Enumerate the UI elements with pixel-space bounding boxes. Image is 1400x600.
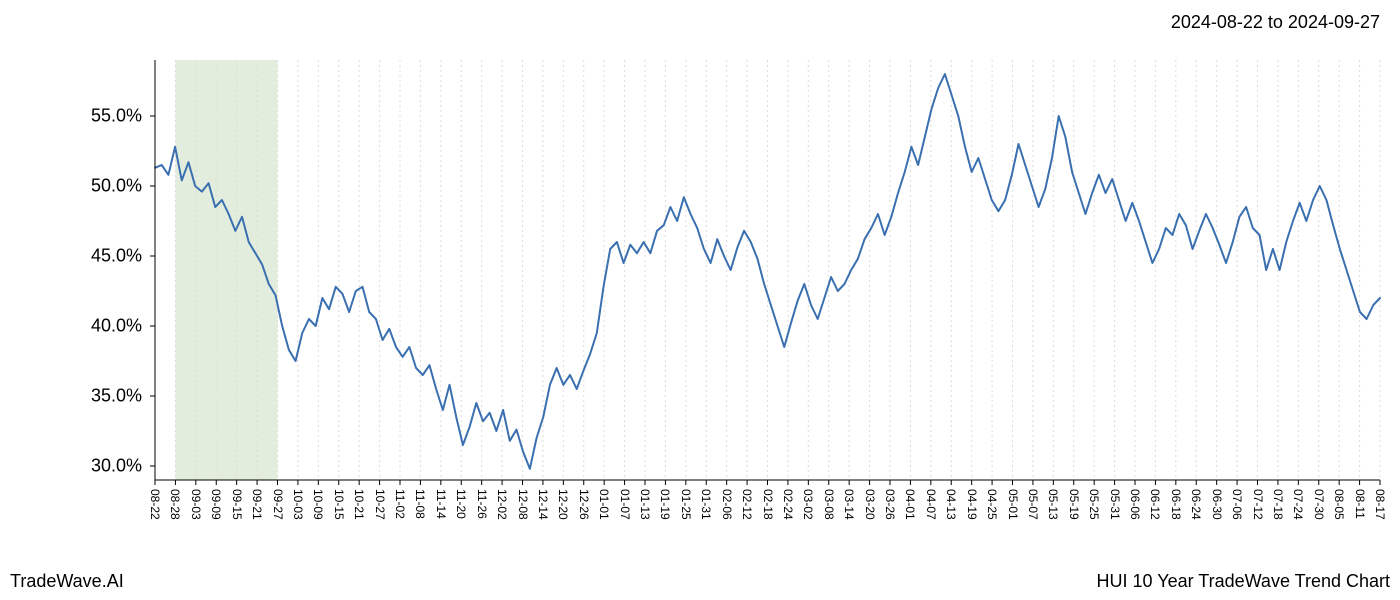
x-tick-label: 04-01: [903, 489, 917, 520]
x-tick-label: 12-08: [516, 489, 530, 520]
x-tick-label: 04-13: [944, 489, 958, 520]
x-tick-label: 12-20: [556, 489, 570, 520]
x-tick-label: 08-17: [1373, 489, 1387, 520]
x-tick-label: 01-13: [638, 489, 652, 520]
date-range-label: 2024-08-22 to 2024-09-27: [1171, 12, 1380, 33]
x-tick-label: 12-26: [577, 489, 591, 520]
x-tick-label: 08-22: [148, 489, 162, 520]
x-tick-label: 06-24: [1189, 489, 1203, 520]
x-tick-label: 10-21: [352, 489, 366, 520]
x-tick-label: 08-28: [168, 489, 182, 520]
x-tick-label: 08-05: [1332, 489, 1346, 520]
x-tick-label: 07-12: [1251, 489, 1265, 520]
x-tick-label: 12-14: [536, 489, 550, 520]
y-tick-label: 45.0%: [91, 246, 142, 267]
x-tick-label: 10-15: [332, 489, 346, 520]
x-tick-label: 10-03: [291, 489, 305, 520]
y-tick-label: 40.0%: [91, 316, 142, 337]
y-axis: 30.0% 35.0% 40.0% 45.0% 50.0% 55.0%: [60, 60, 150, 480]
x-tick-label: 07-30: [1312, 489, 1326, 520]
line-chart-svg: [155, 60, 1380, 480]
x-tick-label: 03-26: [883, 489, 897, 520]
x-tick-label: 02-12: [740, 489, 754, 520]
x-tick-label: 05-19: [1067, 489, 1081, 520]
x-tick-label: 05-07: [1026, 489, 1040, 520]
x-tick-label: 03-14: [842, 489, 856, 520]
x-tick-label: 07-18: [1271, 489, 1285, 520]
x-tick-label: 03-02: [801, 489, 815, 520]
x-tick-label: 08-11: [1353, 489, 1367, 519]
x-tick-label: 04-25: [985, 489, 999, 520]
x-tick-label: 05-25: [1087, 489, 1101, 520]
x-tick-label: 01-07: [618, 489, 632, 520]
x-tick-label: 11-02: [393, 489, 407, 519]
x-tick-label: 02-06: [720, 489, 734, 520]
x-tick-label: 03-20: [863, 489, 877, 520]
x-tick-label: 06-06: [1128, 489, 1142, 520]
y-tick-label: 35.0%: [91, 386, 142, 407]
x-tick-label: 09-15: [230, 489, 244, 520]
x-tick-label: 12-02: [495, 489, 509, 520]
x-axis: 08-2208-2809-0309-0909-1509-2109-2710-03…: [155, 485, 1380, 565]
x-tick-label: 04-19: [965, 489, 979, 520]
x-tick-label: 04-07: [924, 489, 938, 520]
x-tick-label: 05-13: [1046, 489, 1060, 520]
x-tick-label: 01-19: [658, 489, 672, 520]
x-tick-label: 09-03: [189, 489, 203, 520]
x-tick-label: 02-24: [781, 489, 795, 520]
y-tick-label: 30.0%: [91, 456, 142, 477]
x-tick-label: 11-20: [454, 489, 468, 519]
chart-plot-area: [155, 60, 1380, 480]
x-tick-label: 09-21: [250, 489, 264, 520]
x-tick-label: 09-09: [209, 489, 223, 520]
x-tick-label: 10-27: [373, 489, 387, 520]
x-tick-label: 02-18: [761, 489, 775, 520]
x-tick-label: 07-24: [1291, 489, 1305, 520]
footer-chart-title: HUI 10 Year TradeWave Trend Chart: [1097, 571, 1390, 592]
x-tick-label: 01-25: [679, 489, 693, 520]
x-tick-label: 09-27: [271, 489, 285, 520]
x-tick-label: 06-30: [1210, 489, 1224, 520]
y-tick-label: 55.0%: [91, 106, 142, 127]
x-tick-label: 01-01: [597, 489, 611, 520]
x-tick-label: 05-01: [1006, 489, 1020, 520]
y-tick-label: 50.0%: [91, 176, 142, 197]
x-tick-label: 06-12: [1148, 489, 1162, 520]
x-tick-label: 07-06: [1230, 489, 1244, 520]
x-tick-label: 06-18: [1169, 489, 1183, 520]
x-tick-label: 01-31: [699, 489, 713, 520]
footer-brand: TradeWave.AI: [10, 571, 124, 592]
x-tick-label: 05-31: [1108, 489, 1122, 520]
x-tick-label: 11-14: [434, 489, 448, 519]
x-tick-label: 11-26: [475, 489, 489, 519]
x-tick-label: 11-08: [413, 489, 427, 519]
x-tick-label: 10-09: [311, 489, 325, 520]
x-tick-label: 03-08: [822, 489, 836, 520]
